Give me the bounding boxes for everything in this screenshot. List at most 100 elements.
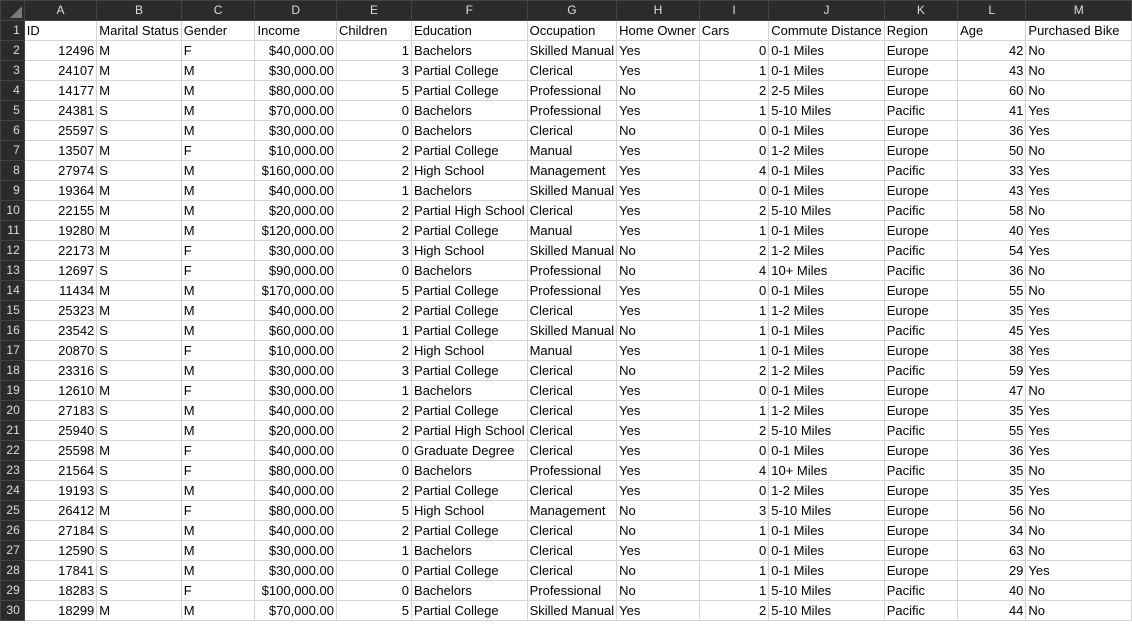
cell[interactable]: Pacific <box>883 100 959 121</box>
cell[interactable]: Partial College <box>411 220 528 241</box>
cell[interactable]: 0 <box>698 280 770 301</box>
cell[interactable]: Yes <box>1025 180 1132 201</box>
row-number[interactable]: 22 <box>0 440 25 461</box>
cell[interactable]: 1 <box>698 60 770 81</box>
cell[interactable]: 1 <box>698 560 770 581</box>
cell[interactable]: Clerical <box>526 420 618 441</box>
cell[interactable]: 0 <box>698 180 770 201</box>
cell[interactable]: No <box>1025 200 1132 221</box>
cell[interactable]: 1 <box>698 520 770 541</box>
cell[interactable]: Europe <box>883 520 959 541</box>
cell[interactable]: Pacific <box>883 420 959 441</box>
cell[interactable]: M <box>180 560 256 581</box>
cell[interactable]: $80,000.00 <box>254 460 337 481</box>
cell[interactable]: High School <box>411 240 528 261</box>
cell[interactable]: 0 <box>698 40 770 61</box>
cell[interactable]: Yes <box>1025 100 1132 121</box>
cell[interactable]: $30,000.00 <box>254 120 337 141</box>
cell[interactable]: 25597 <box>23 120 98 141</box>
row-number[interactable]: 19 <box>0 380 25 401</box>
cell[interactable]: Partial College <box>411 280 528 301</box>
cell[interactable]: F <box>180 500 256 521</box>
cell[interactable]: 2 <box>335 200 413 221</box>
cell[interactable]: F <box>180 40 256 61</box>
cell[interactable]: Graduate Degree <box>411 440 528 461</box>
cell[interactable]: 4 <box>698 260 770 281</box>
cell[interactable]: M <box>96 240 182 261</box>
cell[interactable]: M <box>180 180 256 201</box>
cell[interactable]: 0-1 Miles <box>768 380 885 401</box>
cell[interactable]: 22155 <box>23 200 98 221</box>
cell[interactable]: No <box>1025 260 1132 281</box>
cell[interactable]: 0-1 Miles <box>768 560 885 581</box>
cell[interactable]: 3 <box>335 60 413 81</box>
cell[interactable]: 21564 <box>23 460 98 481</box>
cell[interactable]: Europe <box>883 140 959 161</box>
cell[interactable]: 5 <box>335 600 413 621</box>
row-number[interactable]: 18 <box>0 360 25 381</box>
cell[interactable]: Clerical <box>526 440 618 461</box>
header-cell[interactable]: Children <box>335 20 413 41</box>
header-cell[interactable]: Commute Distance <box>768 20 885 41</box>
cell[interactable]: 24107 <box>23 60 98 81</box>
cell[interactable]: 0 <box>698 380 770 401</box>
column-header-i[interactable]: I <box>698 0 770 21</box>
cell[interactable]: 25323 <box>23 300 98 321</box>
cell[interactable]: 1 <box>335 540 413 561</box>
cell[interactable]: 2 <box>335 480 413 501</box>
cell[interactable]: Partial College <box>411 560 528 581</box>
row-number[interactable]: 6 <box>0 120 25 141</box>
column-header-m[interactable]: M <box>1025 0 1132 21</box>
cell[interactable]: 0-1 Miles <box>768 220 885 241</box>
cell[interactable]: $40,000.00 <box>254 300 337 321</box>
cell[interactable]: 0-1 Miles <box>768 320 885 341</box>
cell[interactable]: $30,000.00 <box>254 540 337 561</box>
cell[interactable]: F <box>180 380 256 401</box>
row-number[interactable]: 16 <box>0 320 25 341</box>
cell[interactable]: F <box>180 140 256 161</box>
row-number[interactable]: 1 <box>0 20 25 41</box>
cell[interactable]: 19280 <box>23 220 98 241</box>
cell[interactable]: Professional <box>526 460 618 481</box>
header-cell[interactable]: Marital Status <box>96 20 182 41</box>
cell[interactable]: 0-1 Miles <box>768 180 885 201</box>
cell[interactable]: 2 <box>698 200 770 221</box>
cell[interactable]: S <box>96 420 182 441</box>
cell[interactable]: M <box>96 280 182 301</box>
row-number[interactable]: 28 <box>0 560 25 581</box>
cell[interactable]: 3 <box>335 360 413 381</box>
cell[interactable]: 0 <box>335 440 413 461</box>
cell[interactable]: Clerical <box>526 540 618 561</box>
cell[interactable]: 2 <box>698 80 770 101</box>
cell[interactable]: Yes <box>616 140 700 161</box>
cell[interactable]: Clerical <box>526 300 618 321</box>
cell[interactable]: 1-2 Miles <box>768 300 885 321</box>
cell[interactable]: 3 <box>335 240 413 261</box>
cell[interactable]: 2 <box>335 400 413 421</box>
cell[interactable]: 2 <box>698 240 770 261</box>
cell[interactable]: No <box>616 240 700 261</box>
cell[interactable]: Europe <box>883 180 959 201</box>
cell[interactable]: S <box>96 320 182 341</box>
cell[interactable]: $100,000.00 <box>254 580 337 601</box>
cell[interactable]: 0-1 Miles <box>768 440 885 461</box>
cell[interactable]: Bachelors <box>411 580 528 601</box>
column-header-f[interactable]: F <box>411 0 528 21</box>
cell[interactable]: $40,000.00 <box>254 40 337 61</box>
cell[interactable]: Yes <box>616 280 700 301</box>
cell[interactable]: Europe <box>883 480 959 501</box>
cell[interactable]: 0 <box>698 140 770 161</box>
cell[interactable]: 0 <box>335 120 413 141</box>
cell[interactable]: 5-10 Miles <box>768 580 885 601</box>
cell[interactable]: 2 <box>335 420 413 441</box>
cell[interactable]: Pacific <box>883 320 959 341</box>
cell[interactable]: No <box>1025 600 1132 621</box>
cell[interactable]: Skilled Manual <box>526 240 618 261</box>
cell[interactable]: M <box>180 80 256 101</box>
cell[interactable]: 1 <box>698 220 770 241</box>
cell[interactable]: 55 <box>957 420 1027 441</box>
cell[interactable]: Bachelors <box>411 120 528 141</box>
cell[interactable]: $60,000.00 <box>254 320 337 341</box>
row-number[interactable]: 14 <box>0 280 25 301</box>
cell[interactable]: Clerical <box>526 200 618 221</box>
